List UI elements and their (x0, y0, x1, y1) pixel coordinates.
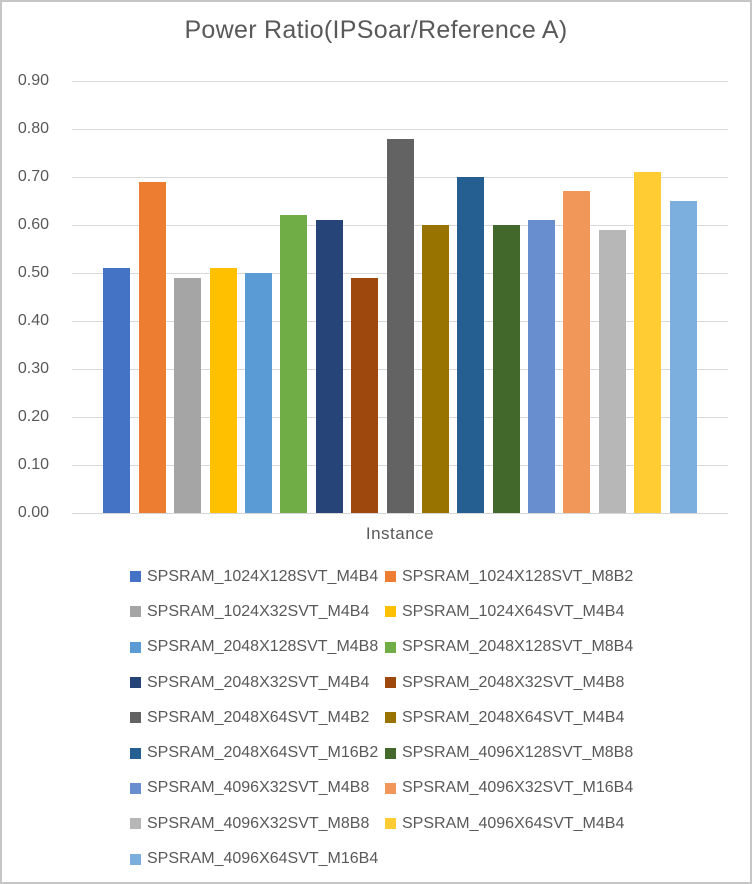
legend-swatch-icon (130, 677, 141, 689)
legend-label: SPSRAM_2048X128SVT_M4B8 (147, 638, 379, 656)
y-axis-tick-label: 0.30 (17, 360, 49, 377)
bar (315, 220, 343, 513)
legend-swatch-icon (385, 712, 396, 724)
legend-item: SPSRAM_2048X64SVT_M4B4 (385, 700, 633, 735)
gridline (72, 129, 728, 130)
legend-label: SPSRAM_4096X32SVT_M16B4 (402, 779, 634, 797)
legend-swatch-icon (130, 853, 141, 865)
bar (492, 225, 520, 513)
bar (528, 220, 556, 513)
legend-swatch-icon (130, 782, 141, 794)
legend-swatch-icon (130, 747, 141, 759)
legend-item: SPSRAM_2048X128SVT_M4B8 (130, 630, 385, 665)
legend-swatch-icon (130, 712, 141, 724)
legend-swatch-icon (385, 606, 396, 618)
legend-swatch-icon (130, 606, 141, 618)
legend-item: SPSRAM_4096X64SVT_M4B4 (385, 806, 633, 841)
legend-label: SPSRAM_4096X32SVT_M8B8 (147, 814, 370, 832)
bar (563, 191, 591, 513)
y-axis-tick-label: 0.70 (17, 168, 49, 185)
x-axis-title: Instance (365, 524, 435, 543)
legend-swatch-icon (385, 782, 396, 794)
y-axis-tick-label: 0.60 (17, 216, 49, 233)
legend-item: SPSRAM_1024X64SVT_M4B4 (385, 594, 633, 629)
legend-label: SPSRAM_4096X64SVT_M16B4 (147, 850, 379, 868)
y-axis-tick-label: 0.20 (17, 408, 49, 425)
bar (244, 273, 272, 513)
y-axis-tick-label: 0.90 (17, 72, 49, 89)
legend-item: SPSRAM_1024X128SVT_M4B4 (130, 559, 385, 594)
legend-label: SPSRAM_4096X128SVT_M8B8 (402, 744, 634, 762)
legend-item: SPSRAM_4096X32SVT_M16B4 (385, 771, 633, 806)
legend-label: SPSRAM_2048X64SVT_M4B4 (402, 708, 625, 726)
legend-label: SPSRAM_2048X128SVT_M8B4 (402, 638, 634, 656)
legend-label: SPSRAM_2048X64SVT_M4B2 (147, 708, 370, 726)
plot-area (72, 81, 728, 514)
bar (209, 268, 237, 513)
legend-label: SPSRAM_2048X32SVT_M4B4 (147, 673, 370, 691)
legend-swatch-icon (385, 818, 396, 830)
x-axis-line (72, 513, 728, 514)
legend-label: SPSRAM_1024X128SVT_M8B2 (402, 567, 634, 585)
bar (103, 268, 131, 513)
legend-item: SPSRAM_4096X32SVT_M8B8 (130, 806, 385, 841)
legend-item: SPSRAM_1024X32SVT_M4B4 (130, 594, 385, 629)
legend-item: SPSRAM_2048X32SVT_M4B8 (385, 665, 633, 700)
y-axis-tick-label: 0.10 (17, 456, 49, 473)
legend-swatch-icon (130, 571, 141, 583)
legend-label: SPSRAM_1024X64SVT_M4B4 (402, 602, 625, 620)
bar (634, 172, 662, 513)
y-axis-tick-label: 0.80 (17, 120, 49, 137)
legend-label: SPSRAM_2048X64SVT_M16B2 (147, 744, 379, 762)
legend: SPSRAM_1024X128SVT_M4B4 SPSRAM_1024X128SV… (130, 559, 633, 877)
legend-label: SPSRAM_4096X32SVT_M4B8 (147, 779, 370, 797)
bar (351, 278, 379, 513)
bar (421, 225, 449, 513)
bar (457, 177, 485, 513)
legend-swatch-icon (385, 641, 396, 653)
legend-label: SPSRAM_2048X32SVT_M4B8 (402, 673, 625, 691)
legend-label: SPSRAM_1024X128SVT_M4B4 (147, 567, 379, 585)
gridline (72, 81, 728, 82)
bar (280, 215, 308, 513)
legend-item: SPSRAM_2048X64SVT_M16B2 (130, 735, 385, 770)
legend-item: SPSRAM_2048X32SVT_M4B4 (130, 665, 385, 700)
chart-title: Power Ratio(IPSoar/Reference A) (184, 16, 568, 44)
legend-swatch-icon (130, 641, 141, 653)
y-axis-tick-label: 0.00 (17, 504, 49, 521)
y-axis: 0.90 0.80 0.70 0.60 0.50 0.40 0.30 0.20 0.10 0.00 (15, 72, 49, 521)
bar (598, 230, 626, 513)
y-axis-tick-label: 0.40 (17, 312, 49, 329)
legend-item: SPSRAM_4096X128SVT_M8B8 (385, 735, 633, 770)
y-axis-tick-label: 0.50 (17, 264, 49, 281)
legend-swatch-icon (385, 747, 396, 759)
bar (138, 182, 166, 513)
legend-swatch-icon (130, 818, 141, 830)
bar (174, 278, 202, 513)
legend-label: SPSRAM_4096X64SVT_M4B4 (402, 814, 625, 832)
legend-item: SPSRAM_4096X64SVT_M16B4 (130, 841, 385, 876)
legend-item: SPSRAM_2048X64SVT_M4B2 (130, 700, 385, 735)
bar (386, 139, 414, 513)
legend-item: SPSRAM_1024X128SVT_M8B2 (385, 559, 633, 594)
bar-series-group (72, 81, 728, 513)
legend-item: SPSRAM_2048X128SVT_M8B4 (385, 630, 633, 665)
legend-label: SPSRAM_1024X32SVT_M4B4 (147, 602, 370, 620)
legend-swatch-icon (385, 677, 396, 689)
bar (669, 201, 697, 513)
legend-item: SPSRAM_4096X32SVT_M4B8 (130, 771, 385, 806)
legend-swatch-icon (385, 571, 396, 583)
